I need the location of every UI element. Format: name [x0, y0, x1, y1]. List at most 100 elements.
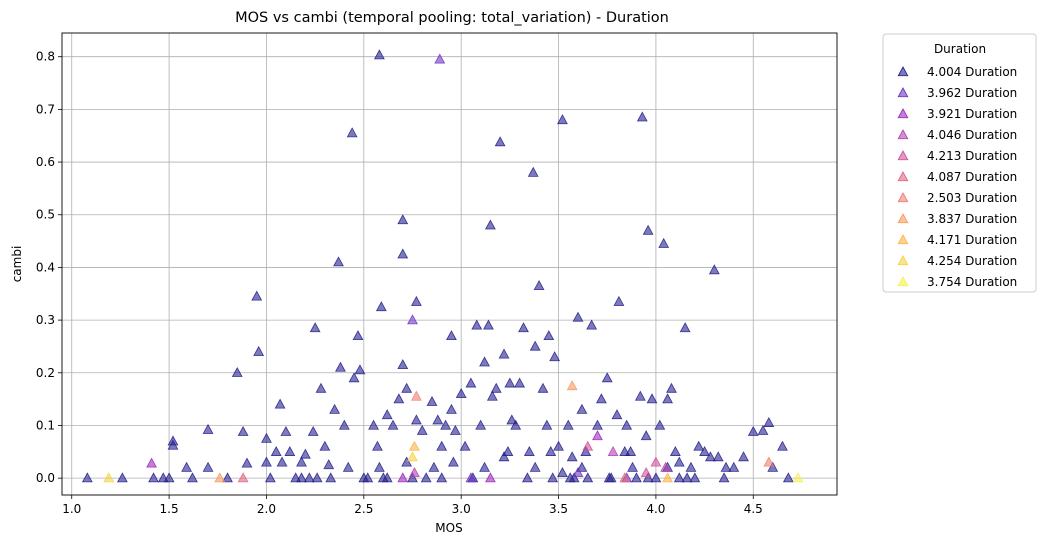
data-point [397, 472, 409, 483]
data-point [660, 461, 672, 472]
legend-marker [897, 255, 909, 266]
data-point [510, 419, 522, 430]
data-point [471, 319, 483, 330]
data-point [362, 472, 374, 483]
data-point [397, 214, 409, 225]
data-point [325, 472, 337, 483]
data-point [642, 224, 654, 235]
plot-frame [61, 32, 838, 496]
data-point [214, 472, 226, 483]
data-point [323, 459, 335, 470]
data-point [410, 414, 422, 425]
data-point [681, 472, 693, 483]
data-point [634, 390, 646, 401]
data-point [557, 114, 568, 125]
data-point [595, 393, 607, 404]
legend-label: 4.046 Duration [927, 128, 1017, 142]
data-point [202, 423, 214, 434]
data-point [607, 445, 619, 456]
data-point [401, 456, 413, 467]
y-tick-label: 0.2 [36, 366, 55, 380]
data-point [241, 457, 253, 468]
data-point [352, 330, 364, 341]
data-point [545, 445, 557, 456]
data-point [146, 457, 157, 468]
data-point [484, 219, 496, 230]
data-point [601, 372, 613, 383]
legend-label: 2.503 Duration [927, 191, 1017, 205]
data-point [465, 377, 477, 388]
data-point [222, 472, 233, 483]
y-tick-label: 0.5 [36, 208, 55, 222]
data-point [407, 472, 418, 483]
legend-marker [897, 87, 909, 98]
data-point [299, 448, 311, 459]
data-point [237, 472, 249, 483]
data-point [498, 348, 510, 359]
legend-marker [897, 108, 909, 119]
data-point [393, 393, 405, 404]
data-point [237, 425, 249, 436]
data-point [338, 419, 350, 430]
legend-label: 4.171 Duration [927, 233, 1017, 247]
data-point [261, 456, 272, 467]
data-point [718, 472, 730, 483]
data-point [475, 419, 487, 430]
data-point [148, 472, 159, 483]
data-point [303, 472, 315, 483]
data-point [792, 472, 804, 483]
data-point [504, 377, 516, 388]
data-point [446, 330, 457, 341]
data-point [541, 419, 553, 430]
data-point [479, 461, 490, 472]
data-point [506, 414, 518, 425]
data-point [619, 445, 631, 456]
data-point [658, 237, 670, 248]
x-tick-label: 3.0 [452, 502, 471, 516]
data-point [167, 439, 179, 450]
data-point [582, 440, 594, 451]
y-tick-label: 0.7 [36, 102, 55, 116]
data-point [455, 388, 467, 399]
legend-label: 3.837 Duration [927, 212, 1017, 226]
data-points [81, 49, 804, 483]
data-point [720, 461, 732, 472]
data-point [572, 467, 584, 478]
data-point [636, 111, 648, 122]
y-axis-ticks: 0.0 0.1 0.2 0.3 0.4 0.5 0.6 0.7 0.8 [36, 50, 62, 485]
data-point [543, 330, 555, 341]
data-point [763, 416, 775, 427]
y-tick-label: 0.6 [36, 155, 55, 169]
data-point [381, 409, 393, 420]
legend-label: 4.213 Duration [927, 149, 1017, 163]
data-point [533, 280, 545, 291]
data-point [728, 461, 740, 472]
data-point [373, 461, 385, 472]
x-axis-label: MOS [435, 521, 462, 535]
y-tick-label: 0.4 [36, 260, 55, 274]
data-point [662, 393, 674, 404]
data-point [547, 472, 559, 483]
legend-items: 4.004 Duration 3.962 Duration 3.921 Durati… [897, 65, 1017, 289]
data-point [592, 419, 603, 430]
y-tick-label: 0.3 [36, 313, 55, 327]
data-point [699, 445, 711, 456]
data-point [566, 451, 578, 462]
x-axis-ticks: 1.0 1.5 2.0 2.5 3.0 3.5 4.0 4.5 [62, 495, 763, 516]
data-point [705, 451, 716, 462]
data-point [307, 425, 319, 436]
legend-marker [897, 234, 909, 245]
data-point [373, 49, 385, 60]
data-point [486, 390, 498, 401]
data-point [666, 382, 677, 393]
data-point [669, 445, 681, 456]
data-point [407, 451, 418, 462]
legend: Duration 4.004 Duration 3.962 Duration 3.9… [882, 33, 1037, 293]
data-point [494, 136, 506, 147]
data-point [685, 461, 697, 472]
legend-label: 3.754 Duration [927, 275, 1017, 289]
legend-label: 3.921 Duration [927, 107, 1017, 121]
data-point [631, 472, 642, 483]
data-point [498, 451, 510, 462]
data-point [459, 440, 471, 451]
